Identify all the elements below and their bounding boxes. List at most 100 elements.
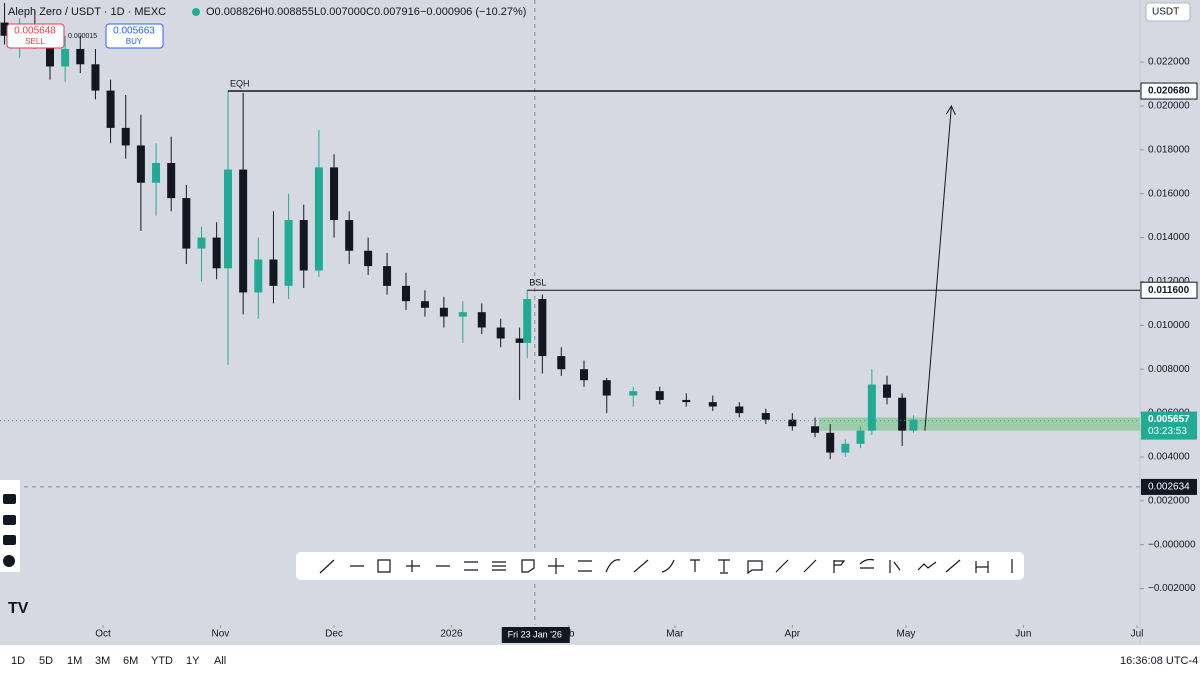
currency-label: USDT xyxy=(1152,7,1179,18)
layers-icon[interactable] xyxy=(3,535,16,545)
x-tick-label: May xyxy=(896,629,915,640)
ohlc-high: H0.008855 xyxy=(260,6,314,18)
arrow xyxy=(924,105,952,431)
clock: 16:36:08 UTC-4 xyxy=(1120,655,1199,667)
candle-body xyxy=(682,399,691,403)
crosshair-x-box xyxy=(501,627,570,643)
candle-body xyxy=(284,220,293,286)
y-tick-label: 0.020000 xyxy=(1148,101,1190,112)
video-icon[interactable] xyxy=(3,515,16,525)
candle-body xyxy=(557,356,566,370)
candle-body xyxy=(735,406,744,414)
crosshair-x-label: Fri 23 Jan '26 xyxy=(508,629,562,639)
candle-body xyxy=(883,384,892,398)
candle-body xyxy=(420,301,429,308)
x-tick-label: Oct xyxy=(95,629,111,640)
candle-body xyxy=(314,167,323,271)
buy-label: BUY xyxy=(126,37,143,46)
range-button[interactable]: 6M xyxy=(123,655,139,667)
sell-label: SELL xyxy=(25,37,45,46)
countdown: 03:23:53 xyxy=(1148,426,1187,437)
candle-body xyxy=(91,64,100,91)
candle-body xyxy=(439,307,448,317)
sell-button[interactable] xyxy=(6,23,65,49)
candle-body xyxy=(602,380,611,396)
candle-body xyxy=(197,237,206,249)
candle-body xyxy=(330,167,339,221)
candle-body xyxy=(761,413,770,420)
spread: 0.000015 xyxy=(68,33,97,40)
candle-body xyxy=(345,220,354,251)
currency-select[interactable] xyxy=(1145,2,1191,22)
level-name: EQH xyxy=(230,78,250,88)
candle-body xyxy=(841,443,850,453)
range-button[interactable]: All xyxy=(214,655,227,667)
candle-body xyxy=(708,402,717,407)
settings-icon[interactable] xyxy=(3,555,15,567)
x-tick-label: Jul xyxy=(1131,629,1144,640)
logo: TV xyxy=(8,600,29,617)
y-tick-label: 0.004000 xyxy=(1148,452,1190,463)
chart: 0.022000 0.020000 0.018000 0.016000 0.014000… xyxy=(0,0,1200,645)
level-price: 0.020680 xyxy=(1148,86,1190,97)
sell-price: 0.005648 xyxy=(14,26,56,37)
left-toolbar[interactable] xyxy=(0,480,20,572)
candle-body xyxy=(856,430,865,444)
candle-body xyxy=(121,127,130,146)
y-tick-label: 0.010000 xyxy=(1148,320,1190,331)
range-button[interactable]: 3M xyxy=(95,655,111,667)
arrow-head xyxy=(945,104,956,116)
y-tick-label: 0.022000 xyxy=(1148,57,1190,68)
x-tick-label: 2026 xyxy=(440,629,463,640)
y-tick-label: 0.014000 xyxy=(1148,232,1190,243)
range-button[interactable]: 5D xyxy=(39,655,54,667)
candle-body xyxy=(106,90,115,128)
candle-body xyxy=(76,48,85,65)
last-price-box xyxy=(1141,411,1197,440)
candle-body xyxy=(269,259,278,286)
candle-body xyxy=(458,312,467,317)
candle-body xyxy=(152,162,161,183)
candle-body xyxy=(61,48,70,67)
candle-body xyxy=(383,266,392,286)
candle-body xyxy=(496,327,505,339)
last-price: 0.005657 xyxy=(1148,414,1190,425)
y-tick-label: −0.000000 xyxy=(1148,539,1196,550)
y-tick-label: 0.012000 xyxy=(1148,276,1190,287)
candle-body xyxy=(224,169,232,269)
candle-body xyxy=(788,419,797,427)
buy-price: 0.005663 xyxy=(113,26,155,37)
candle-body xyxy=(538,299,547,357)
candle-body xyxy=(655,391,664,400)
background xyxy=(0,0,1200,645)
range-button[interactable]: 1D xyxy=(11,655,26,667)
y-tick-label: 0.016000 xyxy=(1148,188,1190,199)
buy-button[interactable] xyxy=(105,23,164,49)
y-tick-label: 0.018000 xyxy=(1148,144,1190,155)
x-tick-label: Jun xyxy=(1015,629,1031,640)
range-button[interactable]: 1Y xyxy=(186,655,200,667)
candle-body xyxy=(629,391,638,396)
level-name: BSL xyxy=(529,278,546,288)
candle-body xyxy=(402,285,411,302)
candle-body xyxy=(523,299,532,343)
x-tick-label: Dec xyxy=(325,629,343,640)
status-dot xyxy=(192,8,200,16)
candle-body xyxy=(212,237,221,269)
candle-body xyxy=(898,397,907,431)
camera-icon[interactable] xyxy=(3,494,16,504)
range-button[interactable]: YTD xyxy=(151,655,173,667)
y-tick-label: 0.002000 xyxy=(1148,495,1190,506)
candle-body xyxy=(811,426,820,433)
drawing-toolbar[interactable] xyxy=(296,552,1024,580)
candle-body xyxy=(254,259,263,293)
crosshair-y-box xyxy=(1141,478,1197,495)
ohlc-close: C0.007916 xyxy=(366,6,420,18)
candle-body xyxy=(182,198,191,249)
candle-body xyxy=(867,384,876,431)
y-tick-label: 0.008000 xyxy=(1148,364,1190,375)
range-button[interactable]: 1M xyxy=(67,655,83,667)
level-price: 0.011600 xyxy=(1148,285,1190,296)
ohlc-low: L0.007000 xyxy=(314,6,366,18)
